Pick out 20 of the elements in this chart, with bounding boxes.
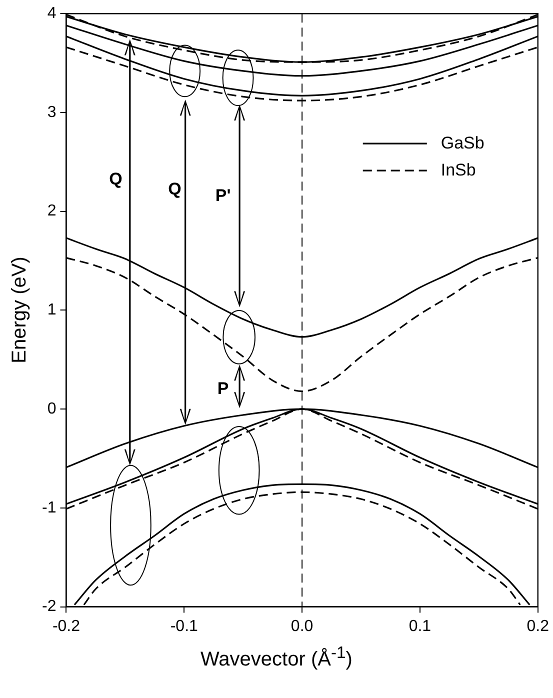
y-axis-title: Energy (eV) <box>8 256 32 364</box>
x-axis-title: Wavevector (Å$^{-1}$) <box>200 642 354 672</box>
annotation: Q <box>109 169 122 188</box>
y-tick-label: 3 <box>47 104 56 121</box>
y-tick-label: 2 <box>47 202 56 220</box>
annotation: P' <box>215 186 231 206</box>
x-tick-label: 0.0 <box>290 618 314 635</box>
y-tick-label: -1 <box>42 499 56 516</box>
annotation: Q <box>168 179 182 198</box>
annotation: P <box>217 378 229 398</box>
x-tick-label: -0.1 <box>170 618 198 635</box>
y-tick-label: 1 <box>47 302 56 319</box>
legend-label: InSb <box>440 160 476 180</box>
y-tick-label: 4 <box>47 5 56 22</box>
y-tick-label: -2 <box>42 598 56 616</box>
x-tick-label: 0.2 <box>526 618 550 635</box>
x-tick-label: 0.1 <box>408 618 432 635</box>
y-tick-label: 0 <box>47 400 56 418</box>
legend-label: GaSb <box>440 133 484 152</box>
x-tick-label: -0.2 <box>52 618 80 635</box>
